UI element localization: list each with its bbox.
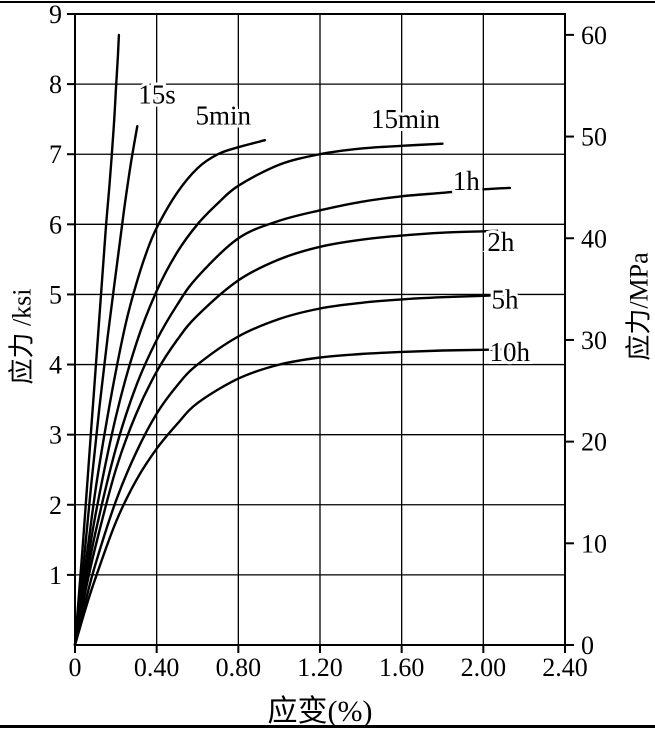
curve-2h — [75, 231, 504, 645]
frame-bottom-line — [0, 725, 655, 728]
curve-label-15min: 15min — [371, 104, 441, 134]
y-axis-title-left: 应力 /ksi — [2, 237, 39, 437]
curve-10h — [75, 349, 514, 645]
y-left-tick-label: 7 — [49, 140, 62, 169]
curve-label-5h: 5h — [492, 284, 520, 314]
y-right-tick-label: 50 — [581, 123, 607, 152]
curve-15min — [75, 144, 443, 645]
curve-label-1h: 1h — [453, 166, 481, 196]
y-axis-title-right: 应力/MPa — [619, 207, 655, 407]
y-right-tick-label: 20 — [581, 428, 607, 457]
curve-label-10h: 10h — [489, 337, 530, 367]
y-left-tick-label: 2 — [49, 491, 62, 520]
y-right-tick-label: 10 — [581, 529, 607, 558]
x-tick-label: 2.00 — [461, 653, 507, 682]
curve-label-2h: 2h — [487, 227, 514, 257]
x-tick-label: 0 — [69, 653, 82, 682]
x-tick-label: 1.20 — [297, 653, 343, 682]
y-left-tick-label: 4 — [49, 351, 62, 380]
y-right-tick-label: 30 — [581, 326, 607, 355]
y-left-tick-label: 8 — [49, 70, 62, 99]
y-left-tick-label: 3 — [49, 421, 62, 450]
y-left-tick-label: 6 — [49, 210, 62, 239]
y-right-tick-label: 60 — [581, 21, 607, 50]
y-left-tick-label: 9 — [49, 0, 62, 29]
curve-5h — [75, 294, 508, 645]
x-tick-label: 1.60 — [379, 653, 425, 682]
y-left-tick-label: 1 — [49, 561, 62, 590]
x-axis-title: 应变(%) — [220, 686, 420, 730]
x-tick-label: 0.80 — [216, 653, 262, 682]
y-right-tick-label: 40 — [581, 224, 607, 253]
curve-label-15s: 15s — [138, 80, 176, 110]
x-tick-label: 0.40 — [134, 653, 180, 682]
y-left-tick-label: 5 — [49, 280, 62, 309]
curve-1h — [75, 188, 510, 645]
curve-steep-unlabeled — [75, 35, 119, 645]
x-tick-label: 2.40 — [542, 653, 588, 682]
curve-label-5min: 5min — [195, 101, 251, 131]
